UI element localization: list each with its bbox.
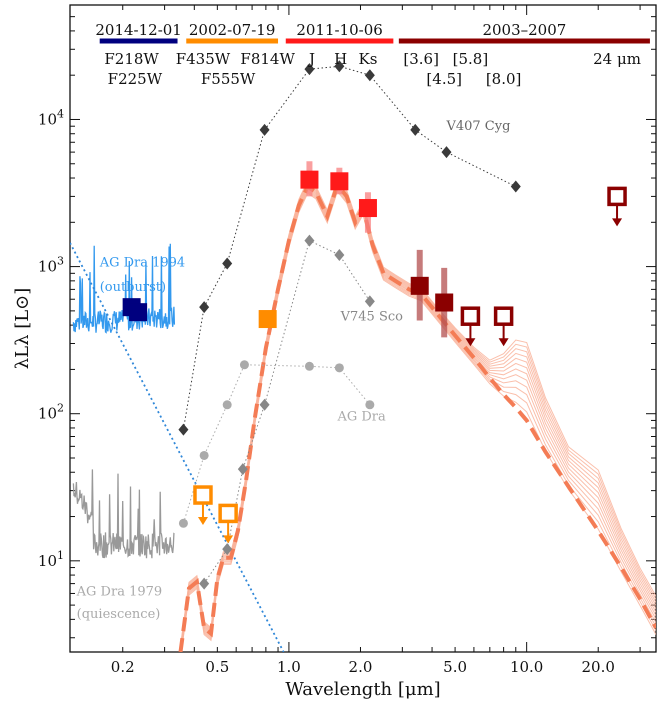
series-point-2 bbox=[334, 363, 344, 373]
model-sed-thin bbox=[180, 178, 656, 648]
y-tick-base: 10 bbox=[38, 258, 57, 276]
series-point-1 bbox=[334, 248, 345, 261]
y-tick-label: 104 bbox=[38, 107, 64, 128]
filter-label: Ks bbox=[358, 50, 377, 68]
epoch-label: 2011-10-06 bbox=[296, 21, 382, 39]
filter-label: H bbox=[334, 50, 347, 68]
epoch-label: 2014-12-01 bbox=[95, 21, 181, 39]
series-point-1 bbox=[199, 577, 210, 590]
observed-point bbox=[330, 172, 349, 191]
epoch-label: 2003–2007 bbox=[482, 21, 566, 39]
annotation-label: AG Dra 1994 bbox=[99, 256, 186, 271]
spectrum-1979 bbox=[72, 469, 175, 559]
series-point-2 bbox=[222, 400, 232, 410]
filter-label: F814W bbox=[240, 50, 295, 68]
filter-label: J bbox=[307, 50, 315, 68]
series-point-0 bbox=[304, 63, 315, 76]
observed-point bbox=[300, 170, 319, 189]
series-point-0 bbox=[178, 423, 189, 436]
filter-label: [4.5] bbox=[426, 70, 462, 88]
annotation-label: AG Dra bbox=[336, 409, 386, 424]
observed-point bbox=[258, 310, 277, 329]
y-tick-exp: 4 bbox=[57, 107, 64, 120]
series-point-0 bbox=[510, 180, 521, 193]
filter-label: F218W bbox=[104, 50, 159, 68]
x-tick-label: 1.0 bbox=[277, 658, 301, 676]
axes-border bbox=[69, 4, 657, 653]
series-point-1 bbox=[222, 543, 233, 556]
series-point-0 bbox=[259, 123, 270, 136]
model-sed-thin bbox=[180, 177, 656, 646]
annotation-label: (quiescence) bbox=[77, 607, 161, 622]
upper-limit-arrowhead bbox=[465, 338, 476, 347]
series-point-1 bbox=[364, 295, 375, 308]
series-point-0 bbox=[441, 146, 452, 159]
filter-label: 24 μm bbox=[593, 50, 641, 68]
observed-point bbox=[129, 303, 148, 322]
upper-limit-arrowhead bbox=[612, 218, 623, 227]
y-tick-base: 10 bbox=[38, 110, 57, 128]
upper-limit-point bbox=[493, 306, 514, 326]
series-point-2 bbox=[365, 400, 375, 410]
series-point-1 bbox=[237, 463, 248, 476]
upper-limit-arrowhead bbox=[197, 517, 208, 526]
series-point-0 bbox=[410, 123, 421, 136]
series-point-2 bbox=[239, 360, 249, 370]
x-tick-label: 2.0 bbox=[349, 658, 373, 676]
series-point-0 bbox=[364, 69, 375, 82]
annotation-label: (outburst) bbox=[100, 280, 166, 295]
annotation-label: V745 Sco bbox=[340, 310, 404, 325]
upper-limit-arrowhead bbox=[223, 535, 234, 544]
upper-limit-point bbox=[193, 485, 213, 505]
annotation-label: AG Dra 1979 bbox=[76, 585, 163, 600]
observed-point bbox=[410, 276, 429, 295]
upper-limit-arrowhead bbox=[498, 338, 509, 347]
epoch-legend: 2014-12-01 2002-07-19 2011-10-06 2003–2007 F… bbox=[95, 21, 650, 88]
powerlaw-line bbox=[70, 242, 285, 652]
upper-limit-point bbox=[218, 503, 238, 524]
x-tick-label: 0.2 bbox=[111, 658, 135, 676]
series-point-0 bbox=[199, 301, 210, 314]
filter-label: F555W bbox=[201, 70, 256, 88]
y-tick-exp: 1 bbox=[57, 549, 64, 562]
series-point-0 bbox=[222, 257, 233, 270]
filter-label: [3.6] bbox=[403, 50, 439, 68]
y-axis-label: λLλ [L⊙] bbox=[12, 288, 33, 370]
x-tick-label: 20.0 bbox=[582, 658, 615, 676]
x-tick-label: 0.5 bbox=[205, 658, 229, 676]
y-tick-label: 103 bbox=[38, 255, 64, 276]
y-tick-base: 10 bbox=[38, 405, 57, 423]
y-tick-base: 10 bbox=[38, 552, 57, 570]
filter-label: F435W bbox=[176, 50, 231, 68]
x-axis-label: Wavelength [μm] bbox=[285, 679, 440, 700]
series-point-2 bbox=[199, 450, 209, 460]
series-point-1 bbox=[304, 234, 315, 247]
series-point-2 bbox=[178, 518, 188, 528]
filter-label: [5.8] bbox=[453, 50, 489, 68]
y-tick-label: 102 bbox=[38, 402, 64, 423]
x-tick-label: 5.0 bbox=[443, 658, 467, 676]
plot-area: V407 Cyg V745 Sco AG Dra AG Dra 1994 (outbur… bbox=[70, 60, 656, 652]
epoch-label: 2002-07-19 bbox=[189, 21, 275, 39]
series-line-0 bbox=[182, 65, 517, 430]
observed-point bbox=[435, 293, 454, 312]
series-point-2 bbox=[304, 361, 314, 371]
upper-limit-point bbox=[460, 306, 481, 326]
observed-point bbox=[358, 199, 377, 218]
plot-clip-group bbox=[70, 60, 656, 652]
y-tick-label: 101 bbox=[38, 549, 64, 570]
filter-label: F225W bbox=[108, 70, 163, 88]
y-tick-exp: 2 bbox=[57, 402, 64, 415]
series-point-0 bbox=[334, 60, 345, 73]
model-sed-best bbox=[178, 180, 656, 652]
series-point-1 bbox=[259, 398, 270, 411]
axes-frame bbox=[69, 4, 657, 653]
y-tick-exp: 3 bbox=[57, 255, 64, 268]
annotation-label: V407 Cyg bbox=[445, 119, 510, 134]
x-tick-label: 10.0 bbox=[510, 658, 543, 676]
upper-limit-point bbox=[607, 186, 627, 207]
filter-label: [8.0] bbox=[486, 70, 522, 88]
